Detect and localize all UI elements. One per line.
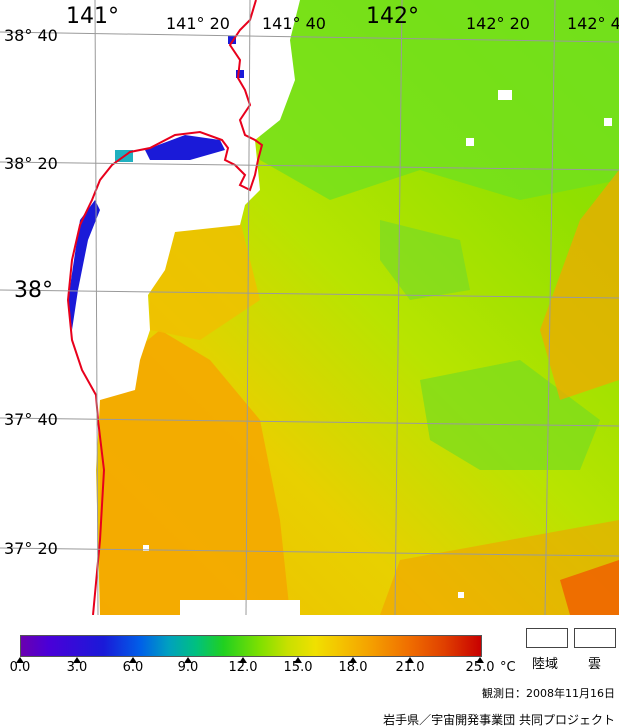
cold-coastal-water xyxy=(145,135,225,160)
colorbar-tick-label: 9.0 xyxy=(177,660,199,675)
cool-water-region xyxy=(420,360,600,470)
warm-water-region xyxy=(150,220,260,340)
cloud-speck xyxy=(143,545,149,551)
graticule xyxy=(0,0,619,615)
cloud-swatch-label: 雲 xyxy=(588,657,602,672)
cloud-swatch xyxy=(574,628,616,648)
longitude-label: 142° 20 xyxy=(466,14,530,33)
cloud-speck xyxy=(466,138,474,146)
coastline xyxy=(66,0,264,615)
longitude-label: 142° xyxy=(366,4,419,29)
cool-water-region xyxy=(260,0,619,200)
latitude-label: 38° 20 xyxy=(4,154,58,173)
colorbar-tick xyxy=(406,657,414,663)
cold-coastal-water xyxy=(68,200,100,330)
cold-coastal-water xyxy=(236,70,244,78)
cloud-speck xyxy=(458,592,464,598)
warm-water-region xyxy=(560,560,619,615)
latitude-label: 38° 40 xyxy=(4,26,58,45)
latitude-label: 37° 20 xyxy=(4,539,58,558)
cloud-speck xyxy=(498,90,512,100)
colorbar-tick-label: 21.0 xyxy=(395,660,425,675)
colorbar-tick xyxy=(239,657,247,663)
temperature-unit: °C xyxy=(500,660,516,675)
colorbar-tick-label: 0.0 xyxy=(9,660,31,675)
warm-water-region xyxy=(100,330,290,615)
colorbar-tick xyxy=(129,657,137,663)
temperature-colorbar xyxy=(20,635,482,657)
cold-coastal-water xyxy=(228,36,236,44)
longitude-label: 142° 40 xyxy=(567,14,619,33)
colorbar-tick-label: 12.0 xyxy=(228,660,258,675)
longitude-label: 141° xyxy=(66,4,119,29)
warm-water-region xyxy=(380,520,619,615)
warm-water-region xyxy=(540,170,619,400)
colorbar-tick xyxy=(16,657,24,663)
credit-line: 岩手県／宇宙開発事業団 共同プロジェクト xyxy=(383,713,615,727)
colorbar-tick-label: 3.0 xyxy=(66,660,88,675)
colorbar-tick-label: 25.0 xyxy=(465,660,495,675)
colorbar-tick xyxy=(294,657,302,663)
observation-date: 観測日：2008年11月16日 xyxy=(482,687,615,700)
colorbar-tick xyxy=(73,657,81,663)
colorbar-tick xyxy=(184,657,192,663)
land-swatch xyxy=(526,628,568,648)
longitude-label: 141° 20 xyxy=(166,14,230,33)
latitude-label: 38° xyxy=(14,278,53,303)
map-canvas xyxy=(0,0,619,615)
longitude-label: 141° 40 xyxy=(262,14,326,33)
cool-water-region xyxy=(380,220,470,300)
cloud-area xyxy=(180,600,300,615)
colorbar-tick-label: 15.0 xyxy=(283,660,313,675)
land-area xyxy=(0,0,300,615)
legend: 0.0 3.0 6.0 9.0 12.0 15.0 18.0 21.0 25.0… xyxy=(0,615,619,727)
colorbar-tick-label: 18.0 xyxy=(338,660,368,675)
land-swatch-label: 陸域 xyxy=(532,657,559,672)
colorbar-tick-label: 6.0 xyxy=(122,660,144,675)
colorbar-tick xyxy=(476,657,484,663)
sea-surface-temperature-map: 141° 141° 20 141° 40 142° 142° 20 142° 4… xyxy=(0,0,619,615)
latitude-label: 37° 40 xyxy=(4,410,58,429)
colorbar-tick xyxy=(349,657,357,663)
cloud-speck xyxy=(604,118,612,126)
